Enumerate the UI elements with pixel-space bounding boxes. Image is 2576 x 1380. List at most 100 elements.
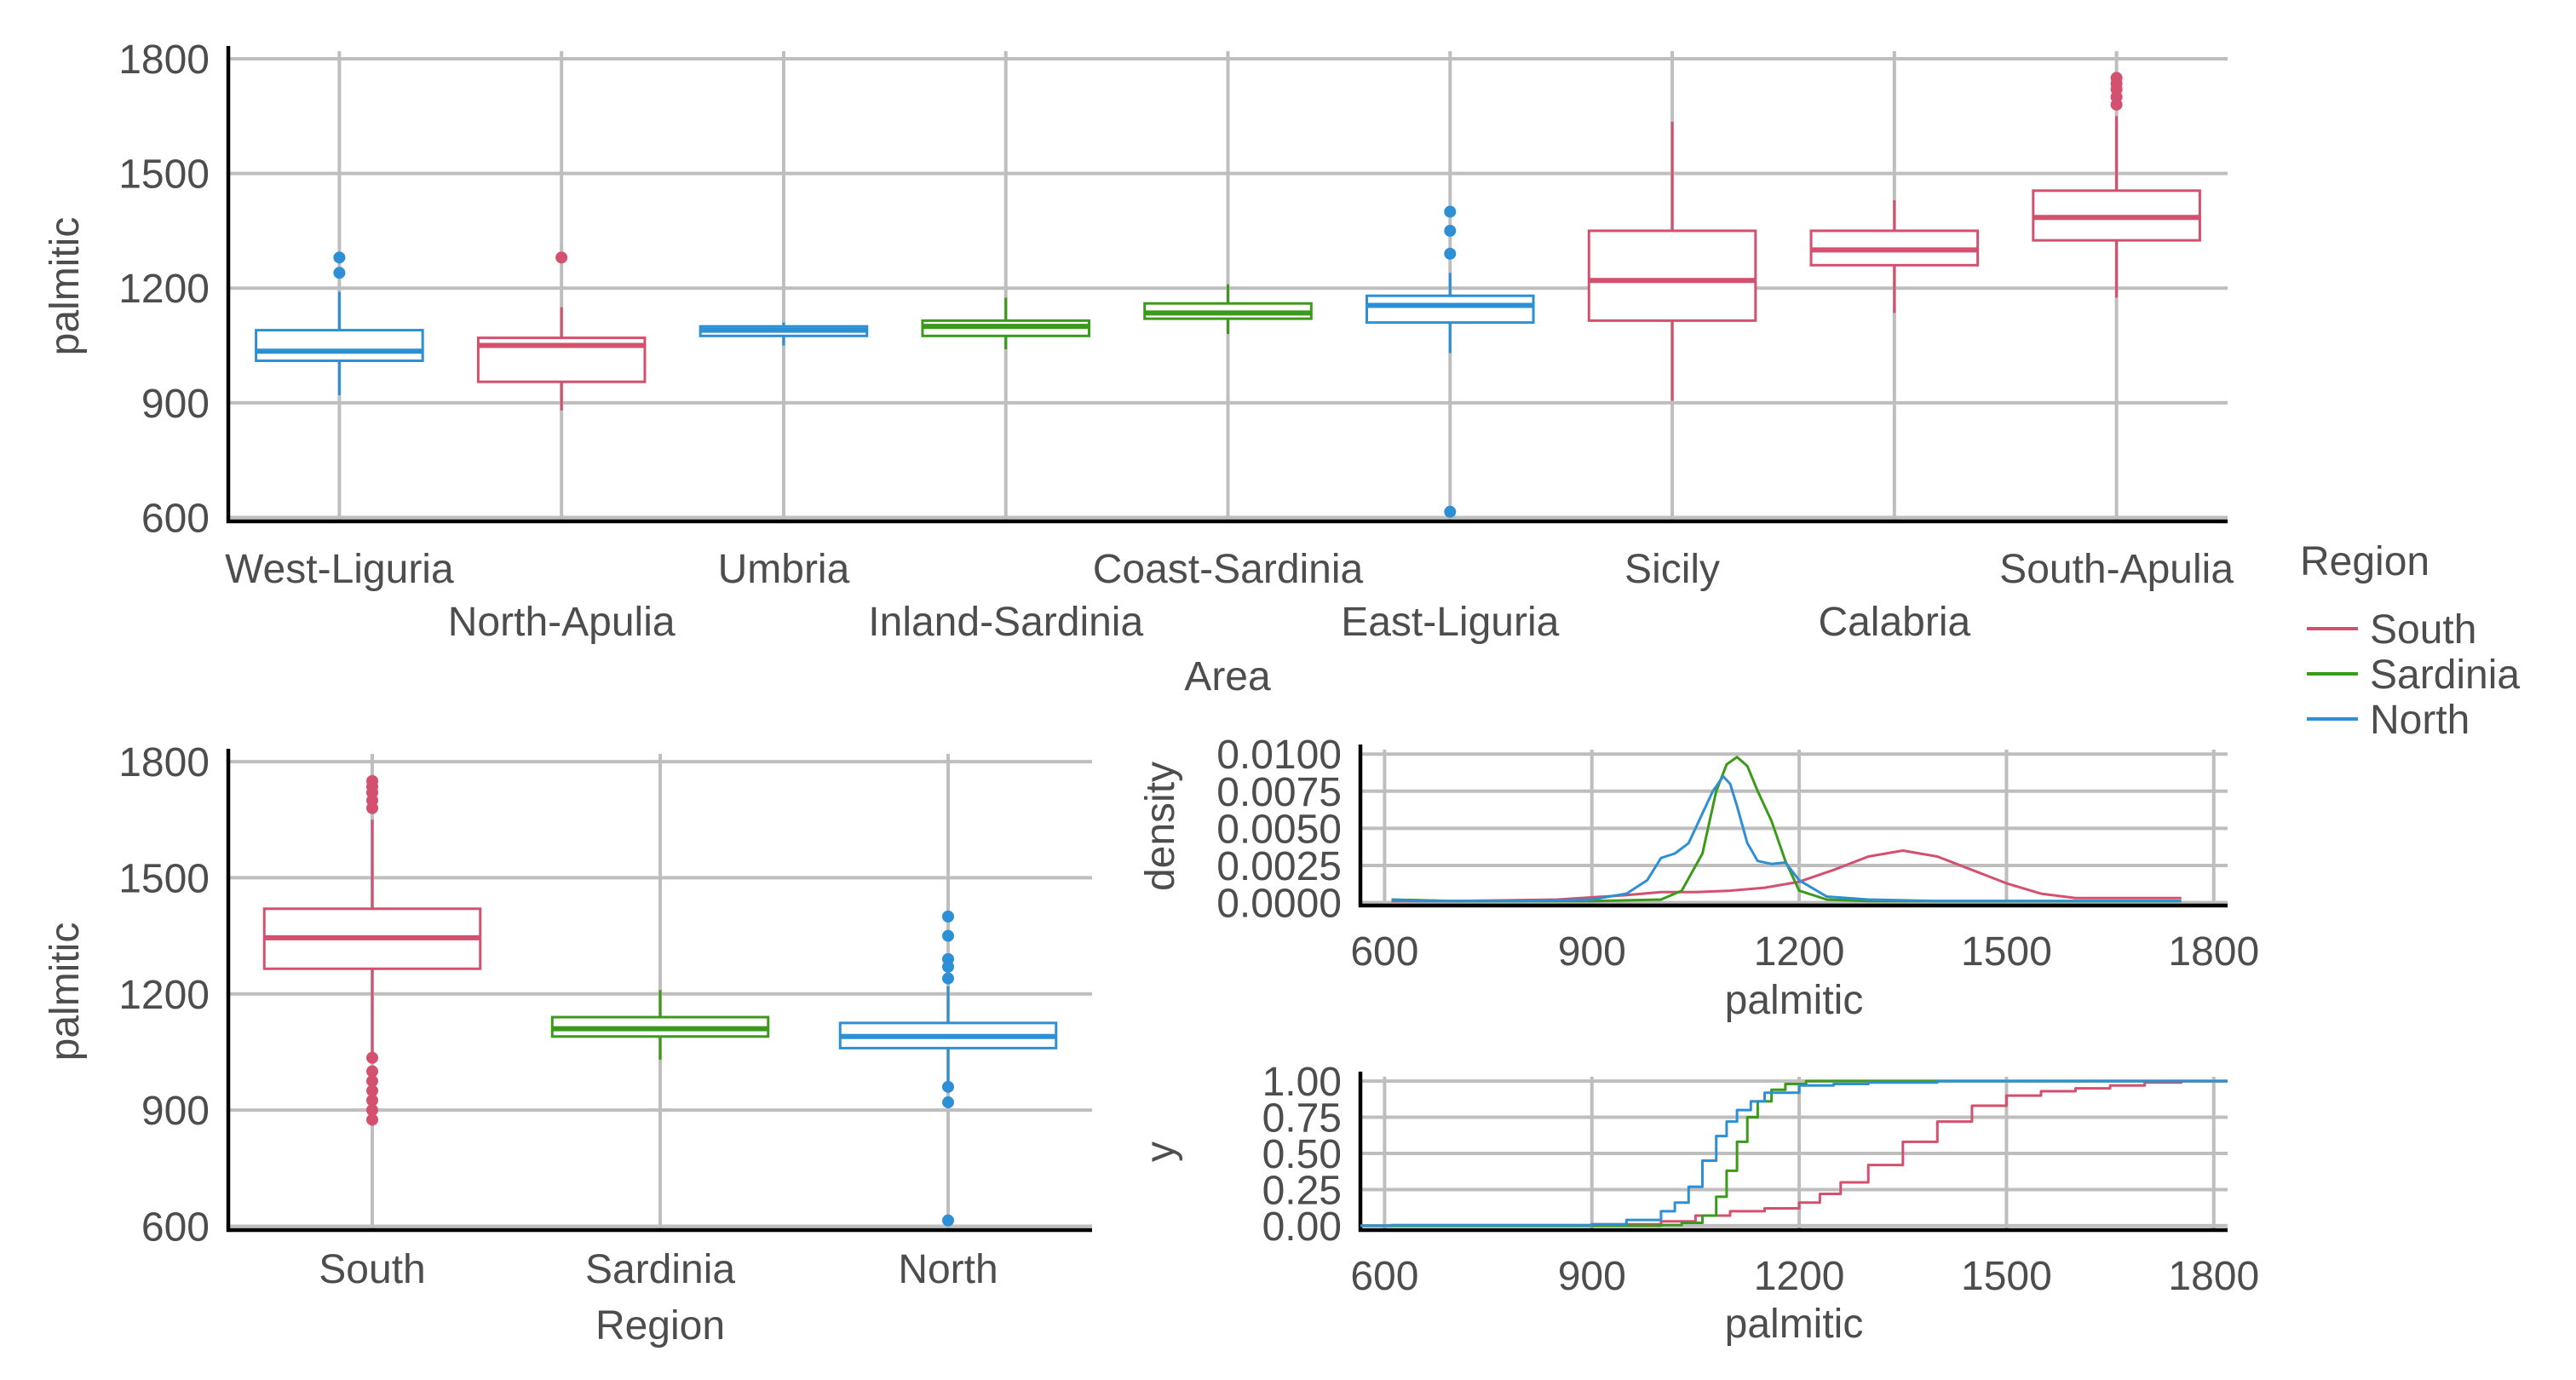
y-tick-label: 0.0050 (1216, 807, 1342, 852)
y-tick-label: 600 (141, 497, 210, 542)
y-tick-label: 1200 (118, 267, 210, 312)
x-tick-label: Umbria (718, 547, 850, 592)
x-tick-label: West-Liguria (225, 547, 454, 592)
x-tick-label: Sardinia (585, 1247, 735, 1292)
outlier-point (1444, 224, 1457, 237)
iqr-box (255, 329, 424, 363)
y-axis-title: density (1138, 762, 1183, 891)
y-tick-label: 0.0075 (1216, 770, 1342, 815)
x-tick-label: 900 (1558, 929, 1626, 975)
x-tick-label: Coast-Sardinia (1093, 547, 1364, 592)
y-axis-title: y (1138, 1141, 1183, 1162)
outlier-point (555, 251, 568, 264)
series-line-sardinia (1391, 756, 2182, 903)
series-line-north (1391, 774, 2182, 903)
outlier-point (333, 251, 346, 264)
x-tick-label: Sicily (1624, 547, 1720, 592)
ecdf-plot: 600 900 1200 1500 1800 0.000.250.500.751.00 pa… (1138, 1060, 2259, 1347)
box-west-liguria (255, 251, 424, 395)
x-tick-label: 1500 (1961, 929, 2052, 975)
x-tick-label: East-Liguria (1341, 600, 1559, 645)
outlier-point (1444, 205, 1457, 218)
box-east-liguria (1365, 205, 1535, 518)
outlier-point (366, 1051, 378, 1064)
y-tick-label: 0.50 (1262, 1132, 1342, 1177)
y-tick-label: 0.75 (1262, 1096, 1342, 1141)
box-coast-sardinia (1143, 284, 1313, 335)
x-axis-title: Region (595, 1303, 725, 1348)
x-tick-label: 1500 (1961, 1254, 2052, 1299)
outlier-point (942, 910, 954, 923)
x-axis-title: Area (1184, 654, 1271, 699)
outlier-point (366, 1075, 378, 1088)
y-tick-label: 0.25 (1262, 1168, 1342, 1213)
x-tick-label: Calabria (1818, 600, 1970, 645)
box-north (838, 910, 1058, 1227)
y-axis-title: palmitic (43, 217, 88, 356)
box-north-apulia (476, 251, 647, 411)
box-sardinia (550, 990, 770, 1061)
y-tick-label: 1200 (118, 973, 210, 1018)
box-inland-sardinia (921, 297, 1091, 350)
x-tick-label: 900 (1558, 1254, 1626, 1299)
series-line-sardinia (1360, 1079, 2228, 1228)
x-tick-label: 600 (1350, 929, 1418, 975)
outlier-point (942, 929, 954, 942)
x-tick-label: Inland-Sardinia (868, 600, 1143, 645)
outlier-point (942, 952, 954, 965)
y-tick-label: 0.0100 (1216, 733, 1342, 778)
legend-title: Region (2300, 539, 2429, 584)
y-tick-label: 1.00 (1262, 1060, 1342, 1105)
outlier-point (366, 1084, 378, 1097)
y-tick-label: 0.0025 (1216, 844, 1342, 889)
outlier-point (942, 1096, 954, 1109)
y-tick-label: 1500 (118, 856, 210, 901)
boxplot-by-region: 600 900 1200 1500 1800 South Sardinia North Regi… (43, 740, 1092, 1348)
x-tick-label: North (898, 1247, 998, 1292)
legend-label-north: North (2370, 698, 2470, 743)
y-tick-label: 0.0000 (1216, 882, 1342, 927)
box-south (262, 774, 482, 1126)
x-axis-title: palmitic (1725, 978, 1864, 1023)
x-axis-title: palmitic (1725, 1302, 1864, 1347)
outlier-point (1444, 505, 1457, 518)
outlier-point (1444, 247, 1457, 260)
outlier-point (366, 1104, 378, 1117)
legend-label-south: South (2370, 607, 2476, 653)
y-tick-label: 0.00 (1262, 1205, 1342, 1250)
y-tick-label: 1800 (118, 37, 210, 83)
y-tick-label: 600 (141, 1205, 210, 1250)
series-line-south (1391, 849, 2182, 903)
legend-label-sardinia: Sardinia (2370, 653, 2520, 698)
outlier-point (942, 1214, 954, 1227)
outlier-point (366, 1065, 378, 1078)
legend: Region South Sardinia North (2300, 539, 2520, 743)
outlier-point (366, 1094, 378, 1107)
box-south-apulia (2032, 72, 2201, 298)
outlier-point (366, 1113, 378, 1126)
outlier-point (2110, 72, 2123, 84)
y-tick-label: 1800 (118, 740, 210, 785)
boxplot-by-area: 600 900 1200 1500 1800 West-Liguria North-Apul… (43, 37, 2234, 699)
x-tick-label: South (319, 1247, 425, 1292)
iqr-box (1587, 229, 1757, 322)
x-tick-label: 600 (1350, 1254, 1418, 1299)
x-tick-label: South-Apulia (1999, 547, 2234, 592)
outlier-point (333, 267, 346, 279)
series-line-south (1360, 1079, 2228, 1228)
outlier-point (942, 1080, 954, 1093)
y-tick-label: 900 (141, 382, 210, 427)
box-calabria (1809, 200, 1980, 313)
x-tick-label: North-Apulia (448, 600, 676, 645)
series-line-north (1360, 1079, 2228, 1228)
density-plot: 600 900 1200 1500 1800 0.00000.00250.00500.00… (1138, 733, 2259, 1023)
x-tick-label: 1800 (2168, 1254, 2259, 1299)
y-tick-label: 900 (141, 1089, 210, 1134)
outlier-point (942, 972, 954, 985)
box-sicily (1587, 122, 1757, 401)
iqr-box (1365, 294, 1535, 325)
x-tick-label: 1200 (1754, 1254, 1845, 1299)
outlier-point (366, 774, 378, 787)
box-umbria (699, 322, 869, 346)
y-tick-label: 1500 (118, 152, 210, 198)
